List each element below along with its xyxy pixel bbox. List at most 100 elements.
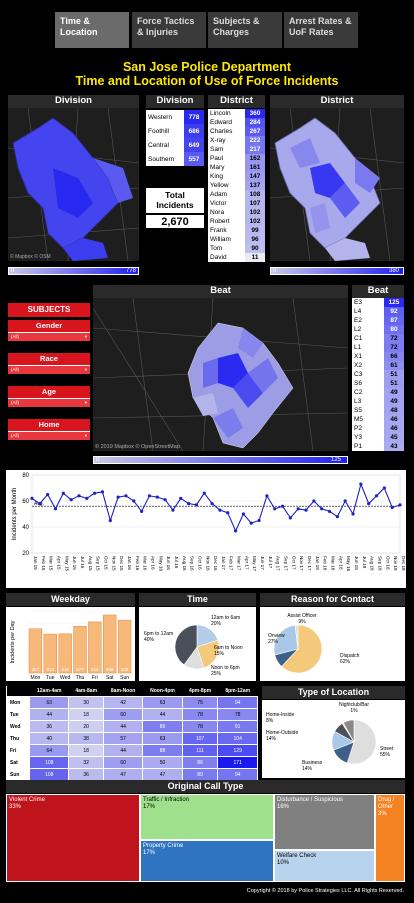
heatmap-cell[interactable]: 104 xyxy=(217,732,258,745)
heatmap-cell[interactable]: 108 xyxy=(29,768,70,781)
heatmap-cell[interactable]: 18 xyxy=(68,744,105,757)
district-row[interactable]: Paul 162 xyxy=(208,154,265,163)
tab-force-tactics[interactable]: Force Tactics & Injuries xyxy=(132,12,206,48)
heatmap-cell[interactable]: 36 xyxy=(29,720,70,733)
heatmap-cell[interactable]: 171 xyxy=(217,756,258,769)
heatmap-cell[interactable]: 78 xyxy=(181,720,219,733)
heatmap-cell[interactable]: 64 xyxy=(29,744,70,757)
beat-table[interactable]: E3 125 L4 92 E2 87 L2 80 C1 72 L1 72 X1 66 X2 61 C3 51 S6 5… xyxy=(352,298,404,465)
beat-row[interactable]: L1 72 xyxy=(352,343,404,352)
heatmap-cell[interactable]: 32 xyxy=(68,756,105,769)
treemap-cell[interactable]: Drug / Other 3% xyxy=(375,794,405,882)
heatmap-cell[interactable]: 78 xyxy=(181,708,219,721)
calltype-treemap[interactable]: Violent Crime 33% Traffic / Infraction 17% P… xyxy=(6,794,405,882)
division-map[interactable]: © Mapbox © OSM xyxy=(8,108,139,261)
district-row[interactable]: Adam 108 xyxy=(208,190,265,199)
heatmap-cell[interactable]: 44 xyxy=(29,708,70,721)
beat-map[interactable]: © 2019 Mapbox © OpenStreetMap xyxy=(93,298,348,451)
treemap-cell[interactable]: Property Crime 17% xyxy=(140,840,274,882)
beat-row[interactable]: P1 43 xyxy=(352,442,404,451)
heatmap-cell[interactable]: 86 xyxy=(142,720,183,733)
beat-row[interactable]: C1 72 xyxy=(352,334,404,343)
district-map[interactable] xyxy=(270,108,404,261)
district-row[interactable]: Edward 284 xyxy=(208,118,265,127)
division-shape-southern[interactable] xyxy=(63,238,108,261)
district-row[interactable]: Nora 102 xyxy=(208,208,265,217)
beat-row[interactable]: C3 51 xyxy=(352,370,404,379)
district-row[interactable]: King 147 xyxy=(208,172,265,181)
heatmap-cell[interactable]: 40 xyxy=(29,732,70,745)
district-row[interactable]: Tom 90 xyxy=(208,244,265,253)
heatmap-cell[interactable]: 44 xyxy=(142,708,183,721)
division-shape-western[interactable] xyxy=(53,168,93,218)
treemap-cell[interactable]: Violent Crime 33% xyxy=(6,794,140,882)
heatmap-cell[interactable]: 63 xyxy=(142,732,183,745)
heatmap-cell[interactable]: 47 xyxy=(142,768,183,781)
division-row[interactable]: Central 649 xyxy=(146,138,204,152)
beat-row[interactable]: C2 49 xyxy=(352,388,404,397)
tab-time-location[interactable]: Time & Location xyxy=(55,12,129,48)
beat-row[interactable]: Y3 45 xyxy=(352,433,404,442)
district-row[interactable]: X-ray 222 xyxy=(208,136,265,145)
heatmap-cell[interactable]: 47 xyxy=(103,768,144,781)
heatmap-cell[interactable]: 60 xyxy=(103,756,144,769)
heatmap-cell[interactable]: 75 xyxy=(181,696,219,709)
heatmap-cell[interactable]: 88 xyxy=(142,744,183,757)
filter-gender-dropdown[interactable]: (All) ▾ xyxy=(8,332,90,341)
district-row[interactable]: Lincoln 360 xyxy=(208,109,265,118)
heatmap-cell[interactable]: 94 xyxy=(217,696,258,709)
beat-row[interactable]: S5 48 xyxy=(352,406,404,415)
district-row[interactable]: Frank 99 xyxy=(208,226,265,235)
heatmap-cell[interactable]: 60 xyxy=(103,708,144,721)
beat-row[interactable]: X1 66 xyxy=(352,352,404,361)
filter-home-dropdown[interactable]: (All) ▾ xyxy=(8,431,90,440)
beat-row[interactable]: S6 51 xyxy=(352,379,404,388)
heatmap-cell[interactable]: 91 xyxy=(217,720,258,733)
heatmap-cell[interactable]: 30 xyxy=(68,696,105,709)
beat-row[interactable]: L2 80 xyxy=(352,325,404,334)
beat-row[interactable]: E3 125 xyxy=(352,298,404,307)
district-row[interactable]: Robert 102 xyxy=(208,217,265,226)
tab-arrest-rates[interactable]: Arrest Rates & UoF Rates xyxy=(284,12,358,48)
heatmap-cell[interactable]: 86 xyxy=(181,756,219,769)
heatmap-cell[interactable]: 108 xyxy=(29,756,70,769)
heatmap-cell[interactable]: 89 xyxy=(181,768,219,781)
district-row[interactable]: Mary 161 xyxy=(208,163,265,172)
heatmap-cell[interactable]: 111 xyxy=(181,744,219,757)
heatmap-cell[interactable]: 63 xyxy=(142,696,183,709)
beat-row[interactable]: X2 61 xyxy=(352,361,404,370)
treemap-cell[interactable]: Traffic / Infraction 17% xyxy=(140,794,274,840)
beat-row[interactable]: L4 92 xyxy=(352,307,404,316)
district-row[interactable]: David 11 xyxy=(208,253,265,262)
beat-row[interactable]: L3 49 xyxy=(352,397,404,406)
heatmap-cell[interactable]: 78 xyxy=(217,708,258,721)
heatmap-cell[interactable]: 63 xyxy=(29,696,70,709)
treemap-cell[interactable]: Welfare Check 10% xyxy=(274,850,375,882)
heatmap-cell[interactable]: 36 xyxy=(68,768,105,781)
heatmap-cell[interactable]: 44 xyxy=(103,720,144,733)
district-row[interactable]: William 96 xyxy=(208,235,265,244)
district-row[interactable]: Charles 267 xyxy=(208,127,265,136)
heatmap-cell[interactable]: 50 xyxy=(142,756,183,769)
district-row[interactable]: Yellow 137 xyxy=(208,181,265,190)
treemap-cell[interactable]: Disturbance / Suspicious 16% xyxy=(274,794,375,850)
heatmap-cell[interactable]: 94 xyxy=(217,768,258,781)
tab-subjects-charges[interactable]: Subjects & Charges xyxy=(208,12,282,48)
heatmap-cell[interactable]: 42 xyxy=(103,696,144,709)
heatmap-cell[interactable]: 129 xyxy=(217,744,258,757)
heatmap-cell[interactable]: 57 xyxy=(103,732,144,745)
division-row[interactable]: Foothill 686 xyxy=(146,124,204,138)
heatmap-cell[interactable]: 107 xyxy=(181,732,219,745)
division-shape-foothill[interactable] xyxy=(93,158,133,203)
heatmap-cell[interactable]: 20 xyxy=(68,720,105,733)
division-row[interactable]: Western 778 xyxy=(146,110,204,124)
division-row[interactable]: Southern 557 xyxy=(146,152,204,166)
heatmap-cell[interactable]: 18 xyxy=(68,708,105,721)
filter-age-dropdown[interactable]: (All) ▾ xyxy=(8,398,90,407)
heatmap-cell[interactable]: 44 xyxy=(103,744,144,757)
filter-race-dropdown[interactable]: (All) ▾ xyxy=(8,365,90,374)
district-row[interactable]: Sam 217 xyxy=(208,145,265,154)
beat-row[interactable]: P2 46 xyxy=(352,424,404,433)
beat-row[interactable]: M5 46 xyxy=(352,415,404,424)
heatmap-cell[interactable]: 38 xyxy=(68,732,105,745)
